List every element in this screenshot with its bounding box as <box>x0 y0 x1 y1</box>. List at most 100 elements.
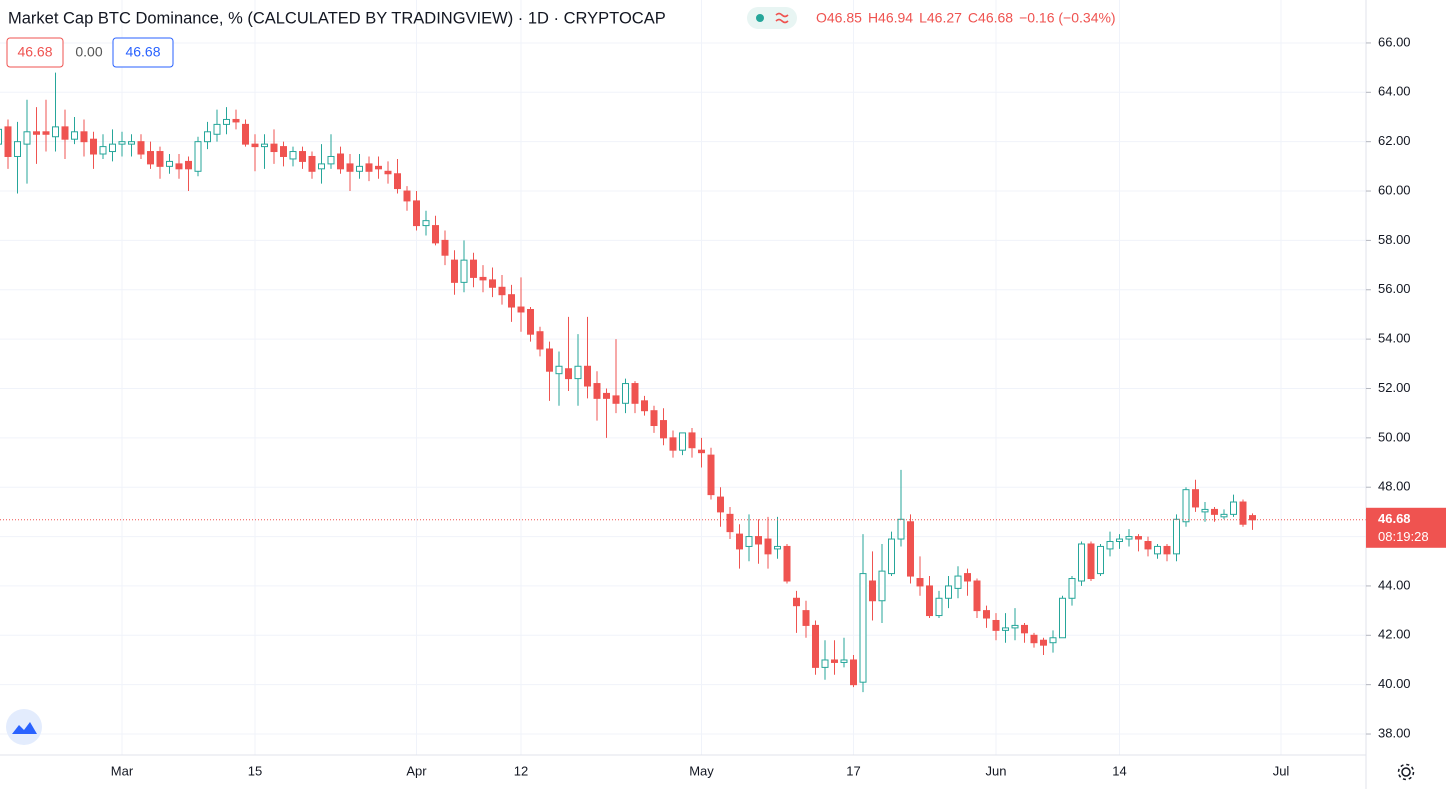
candle-body <box>698 449 705 454</box>
candle-body <box>783 545 791 582</box>
value-box <box>112 37 174 68</box>
x-tick-label: Jul <box>1273 763 1290 778</box>
candle-body <box>631 383 639 404</box>
candle-body <box>859 573 867 683</box>
candle-body <box>878 570 886 602</box>
chart-title: Market Cap BTC Dominance, % (CALCULATED … <box>8 9 666 27</box>
candle-body <box>1154 545 1161 555</box>
candle-body <box>1116 538 1123 543</box>
candle-body <box>764 538 772 555</box>
candle-body <box>1173 518 1180 555</box>
candle-body <box>821 659 829 668</box>
candle-body <box>536 331 544 350</box>
candle-body <box>1040 639 1047 646</box>
ohlc-legend-item: C46.68 <box>968 10 1013 26</box>
candle-body <box>1078 543 1085 582</box>
candle-body <box>802 610 810 626</box>
value-box-text: 46.68 <box>125 44 160 60</box>
value-box <box>6 37 64 68</box>
candle-body <box>175 163 183 170</box>
y-tick-label: 48.00 <box>1378 479 1411 494</box>
last-price-label: 46.68 <box>1378 511 1411 526</box>
y-tick-label: 64.00 <box>1378 84 1411 99</box>
candle-body <box>223 118 230 125</box>
candle-body <box>213 123 221 135</box>
axis-labels: 38.0040.0042.0044.0046.0048.0050.0052.00… <box>111 34 1446 778</box>
candle-body <box>1002 627 1009 631</box>
status-wave <box>775 12 789 24</box>
status-pill[interactable] <box>747 7 797 29</box>
candle-body <box>992 619 1000 631</box>
candle-body <box>926 585 933 617</box>
candle-body <box>1220 513 1228 518</box>
y-tick-label: 42.00 <box>1378 627 1411 642</box>
candle-body <box>935 597 943 617</box>
logo[interactable] <box>6 709 42 745</box>
countdown-label: 08:19:28 <box>1378 529 1429 544</box>
candle-body <box>916 578 924 587</box>
y-tick-label: 38.00 <box>1378 725 1411 740</box>
y-tick-label: 56.00 <box>1378 281 1411 296</box>
candle-body <box>375 165 382 170</box>
x-tick-label: May <box>689 763 714 778</box>
candle-body <box>907 521 914 577</box>
candle-body <box>299 151 306 162</box>
candle-body <box>793 597 800 607</box>
candle-body <box>1097 545 1104 575</box>
candle-body <box>897 518 905 540</box>
value-box-text: 0.00 <box>75 44 102 60</box>
candle-body <box>365 163 373 172</box>
candle-body <box>422 220 430 227</box>
candle-body <box>413 200 420 227</box>
candle-body <box>71 131 78 140</box>
candle-body <box>194 141 202 172</box>
y-tick-label: 54.00 <box>1378 331 1411 346</box>
candle-body <box>61 126 69 140</box>
candle-body <box>4 126 12 157</box>
candle-body <box>147 151 154 165</box>
candle-body <box>603 392 610 399</box>
candle-body <box>1011 624 1019 629</box>
candle-body <box>137 141 145 155</box>
candle-body <box>1239 501 1247 525</box>
candle-body <box>185 160 192 170</box>
ohlc-legend-item: O46.85 <box>816 10 862 26</box>
candle-body <box>755 536 762 545</box>
candle-body <box>166 160 173 167</box>
candle-body <box>745 536 753 547</box>
status-dot <box>756 14 764 22</box>
y-tick-label: 60.00 <box>1378 182 1411 197</box>
candles <box>0 72 1366 693</box>
candle-body <box>1192 489 1199 508</box>
x-tick-label: Jun <box>986 763 1007 778</box>
candle-body <box>498 286 506 296</box>
candle-body <box>0 128 2 145</box>
candle-body <box>251 143 259 148</box>
candle-body <box>337 153 344 170</box>
candle-body <box>33 131 40 135</box>
candle-body <box>318 163 325 170</box>
candle-body <box>384 170 392 175</box>
y-tick-label: 62.00 <box>1378 133 1411 148</box>
y-tick-label: 44.00 <box>1378 577 1411 592</box>
x-tick-label: 12 <box>514 763 528 778</box>
candle-body <box>726 513 734 533</box>
candle-body <box>52 126 59 138</box>
candle-body <box>1106 541 1114 550</box>
candle-body <box>517 306 525 313</box>
candle-body <box>441 239 449 256</box>
candle-body <box>232 118 240 123</box>
x-tick-label: 17 <box>846 763 860 778</box>
candle-body <box>565 368 572 380</box>
candle-body <box>774 545 781 550</box>
candle-body <box>508 294 515 308</box>
candle-body <box>109 143 116 153</box>
candle-body <box>1068 578 1076 599</box>
candle-body <box>289 151 297 160</box>
candle-body <box>156 151 164 167</box>
candle-body <box>1163 545 1171 555</box>
candle-body <box>1211 508 1218 515</box>
candle-body <box>489 279 496 288</box>
settings-icon[interactable] <box>1397 763 1415 781</box>
